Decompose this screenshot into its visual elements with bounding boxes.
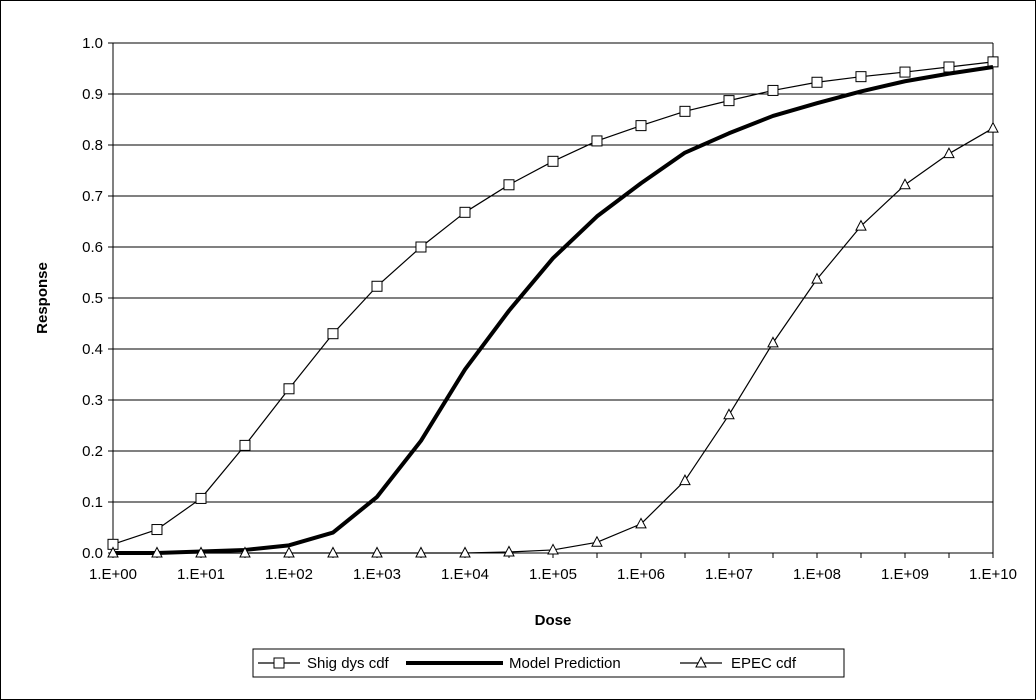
data-point	[459, 206, 471, 218]
x-tick-label: 1.E+03	[353, 566, 401, 583]
x-tick-labels: 1.E+00 1.E+01 1.E+02 1.E+03 1.E+04 1.E+05 1.E+…	[89, 566, 1017, 583]
data-point	[239, 439, 251, 451]
data-point	[371, 280, 383, 292]
y-tick-label: 0.7	[82, 188, 103, 205]
series	[107, 56, 999, 558]
data-point	[591, 135, 603, 147]
data-point	[283, 546, 295, 558]
data-point	[723, 95, 735, 107]
data-point	[107, 546, 119, 558]
x-tick-label: 1.E+04	[441, 566, 489, 583]
y-tick-label: 0.1	[82, 494, 103, 511]
legend-box	[252, 648, 845, 678]
data-point	[811, 76, 823, 88]
x-tick-label: 1.E+01	[177, 566, 225, 583]
data-point	[899, 66, 911, 78]
data-point	[327, 546, 339, 558]
data-point	[151, 524, 163, 536]
y-tick-label: 0.6	[82, 239, 103, 256]
legend-label: Model Prediction	[509, 655, 621, 672]
x-tick-label: 1.E+07	[705, 566, 753, 583]
legend-marker	[273, 657, 285, 669]
y-tick-labels: 0.0 0.1 0.2 0.3 0.4 0.5 0.6 0.7 0.8 0.9 1.0	[82, 35, 103, 562]
data-point	[899, 178, 911, 190]
data-point	[767, 336, 779, 348]
data-point	[503, 545, 515, 557]
data-point	[987, 121, 999, 133]
y-tick-label: 0.5	[82, 290, 103, 307]
data-point	[855, 71, 867, 83]
series-line	[113, 64, 994, 555]
y-tick-label: 1.0	[82, 35, 103, 52]
data-point	[283, 383, 295, 395]
data-point	[503, 179, 515, 191]
data-point	[239, 546, 251, 558]
data-point	[459, 546, 471, 558]
data-point	[547, 155, 559, 167]
y-tick-label: 0.4	[82, 341, 103, 358]
data-point	[371, 546, 383, 558]
y-tick-label: 0.2	[82, 443, 103, 460]
legend: Shig dys cdf Model Prediction EPEC cdf	[252, 648, 845, 678]
data-point	[679, 105, 691, 117]
data-point	[415, 241, 427, 253]
data-point	[151, 546, 163, 558]
data-point	[679, 474, 691, 486]
y-tick-label: 0.9	[82, 86, 103, 103]
data-point	[547, 543, 559, 555]
x-tick-label: 1.E+02	[265, 566, 313, 583]
x-tick-label: 1.E+00	[89, 566, 137, 583]
legend-label: Shig dys cdf	[307, 655, 390, 672]
data-point	[195, 546, 207, 558]
data-point	[943, 61, 955, 73]
x-tick-label: 1.E+08	[793, 566, 841, 583]
x-tick-label: 1.E+06	[617, 566, 665, 583]
x-tick-label: 1.E+10	[969, 566, 1017, 583]
y-tick-label: 0.8	[82, 137, 103, 154]
legend-entry: EPEC cdf	[680, 655, 797, 672]
data-point	[855, 219, 867, 231]
data-point	[943, 147, 955, 159]
y-tick-label: 0.3	[82, 392, 103, 409]
legend-entry: Model Prediction	[406, 655, 621, 672]
gridlines	[113, 42, 993, 553]
legend-entry: Shig dys cdf	[258, 655, 390, 672]
data-point	[415, 546, 427, 558]
x-axis-title: Dose	[535, 612, 572, 629]
data-point	[987, 56, 999, 68]
y-axis-title: Response	[34, 262, 51, 334]
data-point	[635, 517, 647, 529]
data-point	[327, 328, 339, 340]
x-tick-label: 1.E+05	[529, 566, 577, 583]
data-point	[767, 84, 779, 96]
data-point	[591, 535, 603, 547]
y-tick-label: 0.0	[82, 545, 103, 562]
data-point	[811, 272, 823, 284]
series-model-prediction	[113, 64, 994, 555]
legend-label: EPEC cdf	[731, 655, 797, 672]
legend-marker	[695, 656, 707, 668]
data-point	[195, 492, 207, 504]
data-point	[635, 120, 647, 132]
x-tick-label: 1.E+09	[881, 566, 929, 583]
data-point	[723, 408, 735, 420]
series-epec-cdf	[107, 121, 999, 558]
